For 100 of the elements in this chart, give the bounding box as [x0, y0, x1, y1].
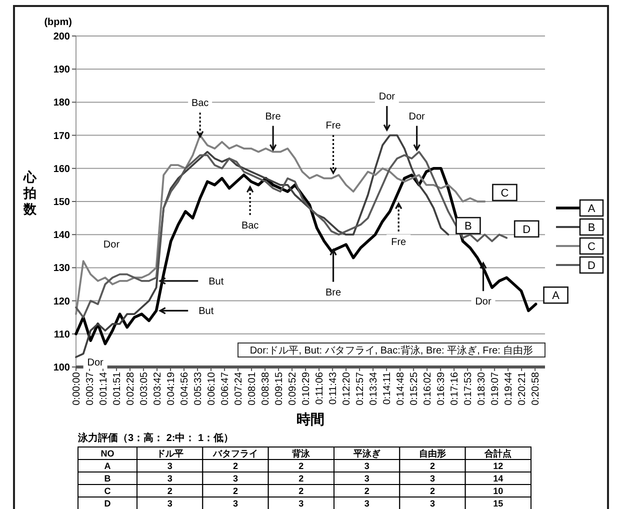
- x-tick-label: 0:00:00: [72, 372, 82, 406]
- annotation: Bre: [325, 287, 342, 298]
- x-tick-label: ドル平: [156, 448, 184, 458]
- data-label: 2: [167, 486, 172, 496]
- data-label: 3: [298, 498, 304, 508]
- y-tick-label: 160: [53, 164, 70, 175]
- text: B: [464, 220, 472, 232]
- text: D: [522, 224, 531, 236]
- text: (bpm): [44, 17, 72, 28]
- y-axis-title: NO: [100, 448, 114, 458]
- data-label: 10: [493, 486, 504, 496]
- x-tick-label: 0:14:48: [396, 372, 407, 406]
- data-label: 3: [430, 473, 436, 484]
- data-label: 3: [167, 460, 172, 471]
- x-tick-label: 0:17:16: [450, 372, 461, 406]
- y-tick-label: 170: [53, 130, 70, 142]
- x-tick-label: 0:01:51: [112, 372, 123, 406]
- x-tick-label: 0:04:19: [166, 372, 178, 406]
- x-tick-label: 自由形: [419, 448, 446, 458]
- x-tick-label: 0:19:07: [490, 372, 502, 406]
- x-tick-label: 0:09:52: [288, 372, 299, 406]
- y-tick-label: 110: [54, 329, 70, 340]
- y-tick-label: 150: [53, 197, 70, 208]
- y-tick-label: B: [104, 473, 112, 484]
- x-tick-label: 0:11:06: [314, 372, 326, 405]
- data-label: 2: [232, 460, 238, 471]
- x-tick-label: 0:05:33: [193, 372, 204, 406]
- annotation: Dor:ドル平, But: バタフライ, Bac:背泳, Bre: 平泳ぎ, Fre: 自由形: [250, 344, 534, 356]
- data-label: 3: [364, 473, 370, 484]
- y-tick-label: D: [104, 498, 112, 508]
- data-label: 15: [493, 498, 504, 508]
- y-tick-label: A: [104, 460, 112, 471]
- x-tick-label: 0:12:20: [342, 372, 353, 406]
- y-axis-title: 心拍数: [22, 170, 38, 216]
- x-tick-label: 0:16:39: [436, 372, 448, 406]
- text: C: [500, 187, 509, 200]
- x-axis-title: 時間: [296, 411, 324, 427]
- x-tick-label: 0:12:57: [355, 372, 366, 406]
- x-tick-label: 0:10:29: [301, 372, 312, 406]
- x-tick-label: 0:17:53: [463, 372, 474, 406]
- data-label: 2: [430, 486, 436, 496]
- x-tick-label: 0:07:24: [234, 372, 245, 406]
- legend-label: C: [588, 240, 596, 253]
- data-label: 3: [232, 473, 238, 484]
- y-tick-label: 100: [53, 362, 70, 374]
- data-label: 3: [167, 473, 172, 484]
- data-label: 2: [298, 460, 304, 471]
- x-tick-label: 0:14:11: [382, 372, 394, 405]
- x-tick-label: 0:20:58: [530, 372, 542, 406]
- x-tick-label: 0:06:10: [206, 372, 218, 406]
- x-tick-label: 0:08:01: [247, 372, 258, 406]
- legend-label: A: [588, 202, 596, 215]
- legend-label: D: [588, 260, 596, 272]
- x-tick-label: 0:08:38: [260, 372, 272, 406]
- y-tick-label: 120: [53, 296, 70, 308]
- annotation: Dor: [87, 357, 104, 368]
- x-tick-label: 0:19:44: [504, 372, 515, 406]
- data-label: 2: [232, 486, 238, 496]
- y-tick-label: 140: [53, 230, 70, 242]
- x-tick-label: 0:16:02: [422, 372, 434, 406]
- annotation: Dor: [103, 239, 120, 250]
- x-tick-label: 0:00:37: [85, 372, 96, 406]
- x-tick-label: バタフライ: [212, 448, 258, 458]
- annotation: Bac: [191, 98, 209, 110]
- annotation: Dor: [408, 111, 426, 122]
- x-tick-label: 0:06:47: [220, 372, 232, 406]
- y-tick-label: 130: [53, 263, 70, 274]
- x-tick-label: 0:02:28: [126, 372, 137, 406]
- annotation: Dor: [378, 91, 396, 102]
- data-label: 2: [364, 486, 370, 496]
- y-tick-label: C: [104, 486, 112, 496]
- annotation: Bac: [241, 220, 259, 232]
- x-tick-label: 0:09:15: [274, 372, 286, 406]
- x-tick-label: 0:15:25: [409, 372, 420, 406]
- data-label: 3: [364, 460, 370, 471]
- data-label: 3: [430, 498, 436, 508]
- data-label: 2: [430, 460, 436, 471]
- x-tick-label: 0:18:30: [476, 372, 488, 406]
- legend-label: B: [588, 222, 596, 234]
- data-label: 12: [493, 460, 504, 471]
- text: A: [552, 290, 560, 302]
- data-label: 2: [298, 473, 304, 484]
- y-tick-label: 200: [53, 32, 70, 42]
- x-tick-label: 0:13:34: [368, 372, 380, 406]
- x-tick-label: 0:03:05: [139, 372, 150, 406]
- annotation: But: [198, 306, 214, 318]
- x-tick-label: 平泳ぎ: [352, 448, 380, 458]
- x-tick-label: 0:11:43: [328, 372, 340, 405]
- x-tick-label: 0:04:56: [180, 372, 191, 406]
- data-label: 3: [364, 498, 370, 508]
- x-tick-label: 合計点: [484, 448, 512, 458]
- x-tick-label: 0:01:14: [98, 372, 110, 406]
- annotation: Bre: [265, 111, 282, 122]
- x-tick-label: 背泳: [291, 448, 312, 458]
- data-label: 2: [298, 486, 304, 496]
- annotation: But: [208, 276, 224, 288]
- data-label: 14: [493, 473, 504, 484]
- data-label: 3: [167, 498, 172, 508]
- annotation: Fre: [391, 237, 407, 248]
- annotation: Dor: [475, 296, 492, 308]
